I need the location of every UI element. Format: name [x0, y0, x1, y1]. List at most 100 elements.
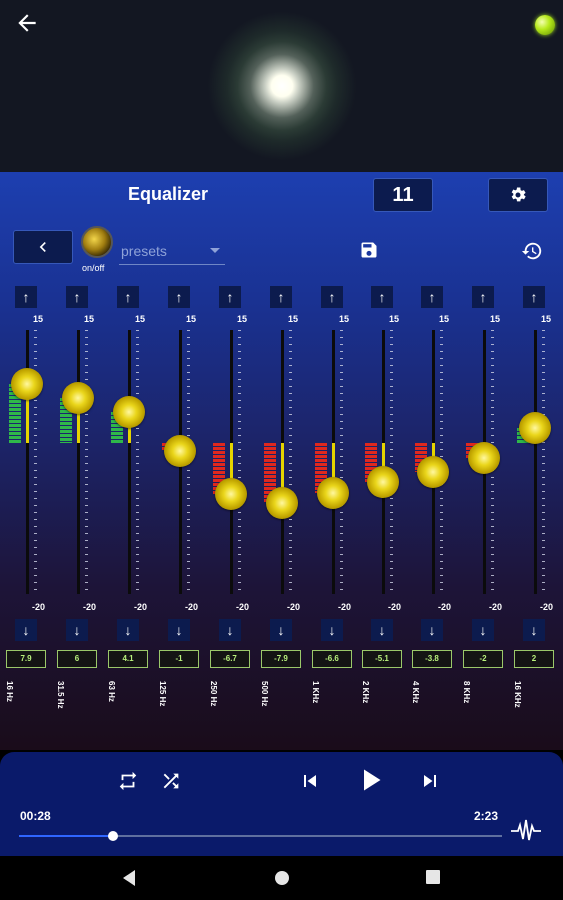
status-led-icon [535, 15, 555, 35]
scale-max-label: 15 [288, 314, 299, 324]
band-value: -5.1 [362, 650, 402, 668]
presets-underline [119, 264, 225, 265]
slider-thumb[interactable] [317, 476, 349, 509]
slider-ticks [238, 330, 241, 594]
band-up-button[interactable]: ↑ [472, 286, 494, 308]
eq-band: ↑ 15 -20 ↓ -6.6 1 KHz [311, 286, 352, 706]
scale-max-label: 15 [135, 314, 146, 324]
scale-min-label: -20 [236, 602, 250, 612]
slider-ticks [34, 330, 37, 594]
band-value: -2 [463, 650, 503, 668]
band-value: 4.1 [108, 650, 148, 668]
band-down-button[interactable]: ↓ [168, 619, 190, 641]
slider-stem [77, 397, 80, 444]
slider-track[interactable] [26, 330, 29, 594]
shuffle-icon[interactable] [160, 770, 182, 792]
band-down-button[interactable]: ↓ [219, 619, 241, 641]
eq-band: ↑ 15 -20 ↓ -3.8 4 KHz [411, 286, 452, 706]
nav-home-icon[interactable] [274, 870, 290, 886]
band-down-button[interactable]: ↓ [15, 619, 37, 641]
slider-thumb[interactable] [367, 465, 399, 498]
slider-ticks [390, 330, 393, 594]
slider-stem [281, 443, 284, 503]
band-down-button[interactable]: ↓ [270, 619, 292, 641]
band-value: -6.6 [312, 650, 352, 668]
presets-dropdown[interactable]: presets [121, 243, 167, 259]
slider-thumb[interactable] [62, 381, 94, 414]
band-frequency-label: 16 Hz [5, 681, 14, 702]
band-up-button[interactable]: ↑ [523, 286, 545, 308]
slider-track[interactable] [77, 330, 80, 594]
band-up-button[interactable]: ↑ [117, 286, 139, 308]
slider-thumb[interactable] [164, 434, 196, 467]
band-down-button[interactable]: ↓ [421, 619, 443, 641]
slider-ticks [136, 330, 139, 594]
waveform-icon[interactable] [510, 818, 542, 844]
slider-thumb[interactable] [215, 477, 247, 510]
settings-button[interactable] [488, 178, 548, 212]
slider-thumb[interactable] [11, 367, 43, 400]
page-title: Equalizer [128, 184, 209, 204]
play-icon[interactable] [352, 762, 388, 798]
band-down-button[interactable]: ↓ [321, 619, 343, 641]
band-frequency-label: 8 KHz [462, 681, 471, 704]
eq-band: ↑ 15 -20 ↓ -5.1 2 KHz [361, 286, 402, 706]
band-frequency-label: 250 Hz [209, 681, 218, 707]
scale-min-label: -20 [338, 602, 352, 612]
scale-max-label: 15 [541, 314, 552, 324]
back-arrow-icon[interactable] [14, 10, 40, 36]
scale-max-label: 15 [490, 314, 501, 324]
nav-recents-icon[interactable] [426, 870, 440, 884]
band-up-button[interactable]: ↑ [321, 286, 343, 308]
band-up-button[interactable]: ↑ [66, 286, 88, 308]
slider-ticks [340, 330, 343, 594]
band-up-button[interactable]: ↑ [371, 286, 393, 308]
slider-track[interactable] [128, 330, 131, 594]
eq-band: ↑ 15 -20 ↓ -6.7 250 Hz [209, 286, 250, 706]
eq-band: ↑ 15 -20 ↓ -1 125 Hz [158, 286, 199, 706]
gear-icon [511, 187, 526, 202]
scale-max-label: 15 [339, 314, 350, 324]
scale-min-label: -20 [540, 602, 554, 612]
band-up-button[interactable]: ↑ [168, 286, 190, 308]
chevron-left-icon [39, 242, 46, 252]
save-icon[interactable] [359, 240, 379, 265]
eq-band: ↑ 15 -20 ↓ 4.1 63 Hz [107, 286, 148, 706]
scale-min-label: -20 [32, 602, 46, 612]
scale-min-label: -20 [438, 602, 452, 612]
previous-preset-button[interactable] [13, 230, 73, 264]
seek-thumb[interactable] [108, 831, 119, 841]
skip-previous-icon[interactable] [298, 769, 322, 793]
nav-back-icon[interactable] [121, 869, 137, 887]
slider-thumb[interactable] [113, 396, 145, 429]
eq-band: ↑ 15 -20 ↓ -2 8 KHz [462, 286, 503, 706]
band-down-button[interactable]: ↓ [66, 619, 88, 641]
skip-next-icon[interactable] [418, 769, 442, 793]
seek-bar[interactable] [19, 835, 502, 837]
scale-min-label: -20 [388, 602, 402, 612]
band-down-button[interactable]: ↓ [472, 619, 494, 641]
band-up-button[interactable]: ↑ [421, 286, 443, 308]
history-icon[interactable] [521, 240, 543, 267]
band-up-button[interactable]: ↑ [270, 286, 292, 308]
band-down-button[interactable]: ↓ [117, 619, 139, 641]
slider-thumb[interactable] [266, 486, 298, 519]
slider-stem [382, 443, 385, 482]
band-down-button[interactable]: ↓ [371, 619, 393, 641]
slider-stem [230, 443, 233, 494]
preset-count-box[interactable]: 11 [373, 178, 433, 212]
slider-thumb[interactable] [417, 455, 449, 488]
band-frequency-label: 500 Hz [260, 681, 269, 707]
band-down-button[interactable]: ↓ [523, 619, 545, 641]
slider-ticks [542, 330, 545, 594]
slider-thumb[interactable] [468, 442, 500, 475]
band-frequency-label: 125 Hz [158, 681, 167, 707]
scale-max-label: 15 [186, 314, 197, 324]
slider-thumb[interactable] [519, 412, 551, 445]
band-up-button[interactable]: ↑ [15, 286, 37, 308]
onoff-knob[interactable] [81, 226, 113, 258]
repeat-icon[interactable] [117, 770, 139, 792]
slider-track[interactable] [534, 330, 537, 594]
band-up-button[interactable]: ↑ [219, 286, 241, 308]
slider-ticks [289, 330, 292, 594]
